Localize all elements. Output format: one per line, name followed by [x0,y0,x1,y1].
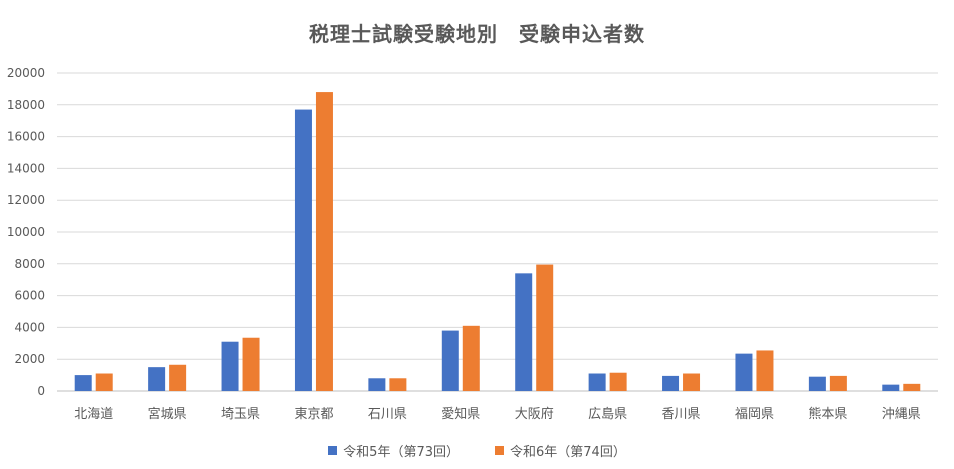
x-tick-label: 熊本県 [808,406,847,422]
bar-r6-9 [683,373,701,391]
bar-r5-11 [808,376,826,391]
bar-r6-1 [95,373,113,391]
y-tick-label: 12000 [7,193,45,207]
chart-title: 税理士試験受験地別 受験申込者数 [309,22,645,46]
legend-swatch-r6 [495,446,504,455]
gridlines [57,72,938,392]
bar-r6-8 [609,372,627,391]
bar-r6-7 [536,264,554,391]
x-tick-label: 沖縄県 [882,407,921,422]
bar-r6-3 [242,337,260,391]
bar-r6-11 [829,375,847,391]
x-tick-label: 福岡県 [735,407,774,422]
x-tick-label: 石川県 [368,407,407,422]
y-tick-label: 2000 [14,352,45,366]
y-tick-label: 16000 [7,130,45,144]
x-tick-label: 埼玉県 [221,407,260,422]
y-axis-ticks: 0 2000 4000 6000 8000 10000 12000 14000 16000 180… [7,66,45,398]
bar-r5-2 [148,367,166,391]
bar-r6-12 [903,383,921,391]
y-tick-label: 8000 [14,257,45,271]
bar-r6-10 [756,350,774,391]
legend-swatch-r5 [328,446,338,455]
bar-r5-4 [294,109,312,391]
y-tick-label: 4000 [14,320,45,334]
bar-r5-5 [368,378,386,391]
legend-label-r6: 令和6年（第74回） [510,445,626,460]
bar-r5-1 [74,375,92,391]
legend-item-r6: 令和6年（第74回） [495,441,626,460]
bars [74,92,921,391]
bar-r5-7 [515,273,533,391]
bar-r5-8 [588,373,606,391]
bar-r6-2 [169,364,187,391]
x-axis-ticks: 北海道 宮城県 埼玉県 東京都 石川県 愛知県 大阪府 広島県 香川県 福岡県 熊本県 沖縄県 [74,406,921,422]
x-tick-label: 大阪府 [515,407,554,422]
x-tick-label: 愛知県 [441,406,480,422]
x-tick-label: 広島県 [588,407,627,422]
bar-r5-9 [662,375,680,391]
bar-r5-6 [441,330,459,391]
y-tick-label: 10000 [7,225,45,239]
x-tick-label: 香川県 [662,407,701,422]
bar-r5-10 [735,353,753,391]
x-tick-label: 東京都 [294,406,333,422]
y-tick-label: 14000 [7,161,45,175]
y-tick-label: 0 [37,384,45,398]
y-tick-label: 18000 [7,98,45,112]
bar-r6-6 [462,325,480,391]
legend-label-r5: 令和5年（第73回） [343,445,459,460]
y-tick-label: 20000 [7,66,45,80]
y-tick-label: 6000 [14,289,45,303]
x-tick-label: 北海道 [74,407,113,422]
bar-r6-4 [315,92,333,391]
legend-item-r5: 令和5年（第73回） [328,441,459,460]
bar-r6-5 [389,378,407,391]
bar-r5-12 [882,384,900,391]
legend: 令和5年（第73回） 令和6年（第74回） [0,441,954,460]
bar-r5-3 [221,341,239,391]
x-tick-label: 宮城県 [148,406,187,422]
